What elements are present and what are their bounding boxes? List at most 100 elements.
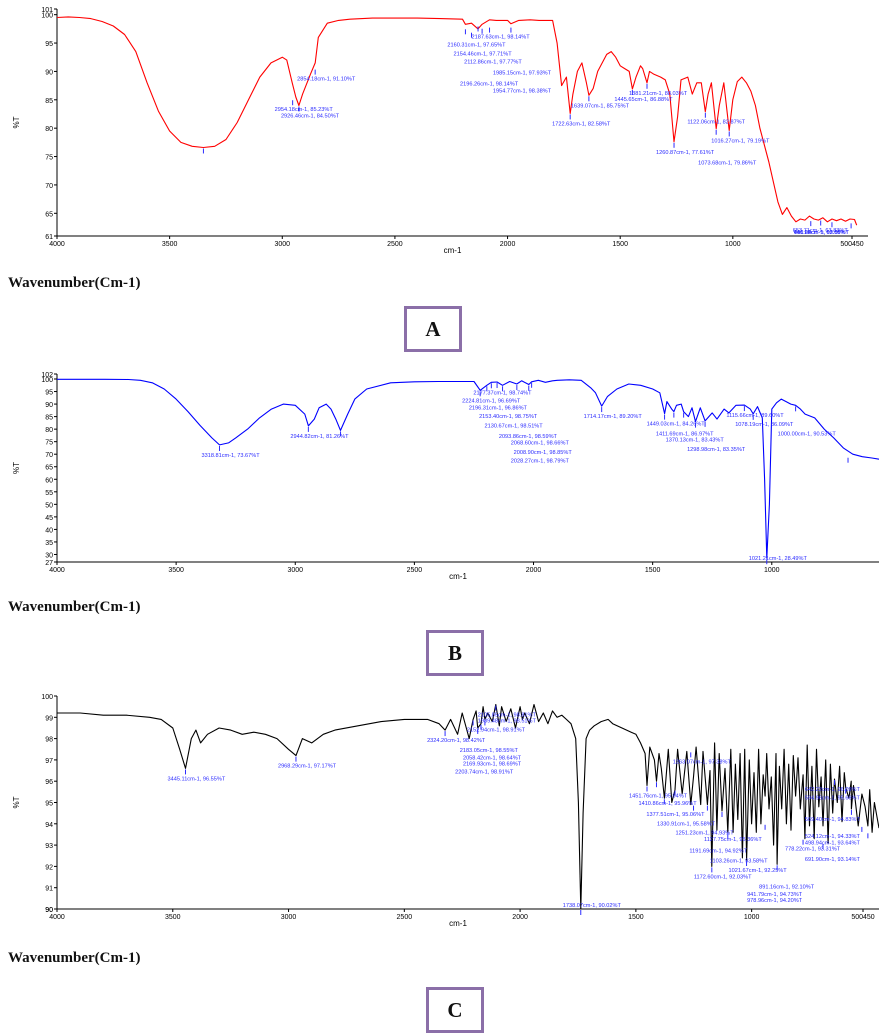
peak-annotation: 498.94cm-1, 93.64%T <box>805 840 861 846</box>
peak-annotation: 1115.66cm-1, 89.60%T <box>726 413 784 419</box>
x-tick-label: 4000 <box>49 567 65 574</box>
y-tick-label: 100 <box>41 13 53 20</box>
peak-annotation: 1377.51cm-1, 95.06%T <box>646 812 705 818</box>
y-tick-label: 80 <box>45 427 53 434</box>
peak-annotation: 1411.69cm-1, 86.97%T <box>656 432 714 438</box>
peak-annotation: 2196.31cm-1, 96.86%T <box>469 405 528 411</box>
y-tick-label: 75 <box>45 155 53 162</box>
peak-annotation: 2153.40cm-1, 98.75%T <box>479 414 538 420</box>
peak-annotation: 610.24cm-1, 62.09%T <box>794 230 850 236</box>
peak-annotation: 1078.19cm-1, 86.09%T <box>735 422 794 428</box>
peak-annotation: 2008.90cm-1, 98.85%T <box>514 450 573 456</box>
peak-annotation: 1381.21cm-1, 88.03%T <box>629 91 688 97</box>
x-tick-label: 2500 <box>407 567 423 574</box>
peak-annotation: 1445.65cm-1, 86.88%T <box>614 97 673 103</box>
peak-annotation: 740.68cm-1, 63.88%T <box>794 230 850 236</box>
peak-annotation: 1451.76cm-1, 95.94%T <box>629 793 688 799</box>
peak-annotation: 1263.07cm-1, 97.38%T <box>673 759 732 765</box>
y-tick-label: 61 <box>45 234 53 241</box>
peak-annotation: 1722.63cm-1, 82.58%T <box>552 121 611 127</box>
y-axis-label-c: %T <box>12 796 21 808</box>
y-axis-label-a: %T <box>12 116 21 128</box>
peak-annotation: 3445.11cm-1, 96.55%T <box>168 776 226 782</box>
x-tick-label: 500450 <box>851 914 874 921</box>
panel-letter-b-text: B <box>447 640 462 665</box>
x-tick-label: 4000 <box>49 241 65 248</box>
spectrum-panel-a: 61 65 70 75 80 85 90 95 100 101 4000 3500 3000 2500 20… <box>0 0 879 291</box>
y-tick-label: 85 <box>45 415 53 422</box>
peak-annotation: 1989.48cm-1, 98.51%T <box>478 719 537 725</box>
x-axis-label-a: cm-1 <box>444 246 462 255</box>
peak-annotation: 2130.67cm-1, 98.51%T <box>485 423 544 429</box>
y-tick-label: 80 <box>45 126 53 133</box>
y-tick-label: 70 <box>45 183 53 190</box>
peak-annotation: 691.90cm-1, 93.14%T <box>805 857 861 863</box>
peak-annotation: 1103.26cm-1, 93.58%T <box>710 858 768 864</box>
peak-annotation: 2954.18cm-1, 85.23%T <box>275 107 334 113</box>
x-tick-label: 2500 <box>387 241 403 248</box>
peak-annotation: 1714.17cm-1, 89.20%T <box>584 414 643 420</box>
peak-annotation: 1073.68cm-1, 79.86%T <box>698 161 757 167</box>
panel-letter-b: B <box>426 630 484 676</box>
peak-annotation: 2169.93cm-1, 98.69%T <box>463 762 522 768</box>
panel-letter-c-text: C <box>447 997 463 1022</box>
y-tick-label: 91 <box>45 886 53 893</box>
x-tick-label: 2500 <box>397 914 413 921</box>
x-tick-label: 2000 <box>512 914 528 921</box>
peak-annotation: 978.96cm-1, 94.20%T <box>747 898 803 904</box>
peak-annotation: 2105.85cm-1, 98.81%T <box>478 713 537 719</box>
x-tick-label: 3500 <box>165 914 181 921</box>
x-tick-label: 1000 <box>744 914 760 921</box>
y-tick-label: 96 <box>45 779 53 786</box>
peak-annotation: 1021.21cm-1, 28.49%T <box>749 556 808 562</box>
panel-letter-c: C <box>426 987 484 1033</box>
y-tick-label: 85 <box>45 98 53 105</box>
spectrum-panel-b: 27 30 35 40 45 50 55 60 65 70 75 80 85 90 95 100 102 4000… <box>0 365 879 625</box>
peak-annotation: 2196.26cm-1, 98.14%T <box>460 81 519 87</box>
peak-annotation: 1449.03cm-1, 84.26%T <box>647 422 706 428</box>
y-tick-label: 65 <box>45 211 53 218</box>
peak-annotation: 2068.60cm-1, 98.66%T <box>511 441 570 447</box>
x-tick-label: 3000 <box>281 914 297 921</box>
peak-annotation: 2854.18cm-1, 91.10%T <box>297 77 356 83</box>
peak-annotation: 1954.77cm-1, 98.38%T <box>493 89 552 95</box>
peak-annotation: 1016.27cm-1, 79.19%T <box>711 138 770 144</box>
peak-annotation: 2224.81cm-1, 96.69%T <box>462 398 521 404</box>
x-tick-label: 3500 <box>162 241 178 248</box>
spectrum-line-c <box>57 703 879 910</box>
y-tick-label: 100 <box>41 694 53 701</box>
peak-annotation: 1370.13cm-1, 83.43%T <box>666 438 725 444</box>
peak-annotation: 1298.98cm-1, 83.35%T <box>687 447 746 453</box>
wavenumber-caption-a: Wavenumber(Cm-1) <box>8 275 141 291</box>
x-tick-label: 1000 <box>764 567 780 574</box>
x-tick-label: 4000 <box>49 914 65 921</box>
peak-annotation: 1122.06cm-1, 82.87%T <box>687 120 745 126</box>
y-tick-label: 95 <box>45 41 53 48</box>
y-tick-label: 101 <box>41 7 53 14</box>
y-tick-label: 30 <box>45 552 53 559</box>
panel-letter-a: A <box>404 306 462 352</box>
y-tick-label: 90 <box>45 69 53 76</box>
x-tick-label: 2000 <box>500 241 516 248</box>
y-tick-label: 90 <box>45 402 53 409</box>
y-tick-label: 92 <box>45 864 53 871</box>
peak-annotation: 2160.31cm-1, 97.65%T <box>447 42 506 48</box>
y-tick-label: 50 <box>45 502 53 509</box>
y-tick-label: 95 <box>45 390 53 397</box>
peak-annotation: 2944.82cm-1, 81.26%T <box>290 434 349 440</box>
y-tick-label: 35 <box>45 540 53 547</box>
peak-annotation: 891.16cm-1, 92.10%T <box>759 884 815 890</box>
peak-annotation: 594.96cm-1, 95.66%T <box>805 796 861 802</box>
peak-annotation: 1191.69cm-1, 94.92%T <box>689 849 747 855</box>
y-tick-label: 70 <box>45 452 53 459</box>
x-tick-label: 3000 <box>274 241 290 248</box>
peak-annotation: 1260.87cm-1, 77.61%T <box>656 150 715 156</box>
peak-annotation: 524.12cm-1, 94.33%T <box>805 834 861 840</box>
spectrum-line-a <box>56 16 858 226</box>
spectrum-panel-c: 90 90 91 92 93 94 95 96 97 98 99 100 4000 3500 3000 250… <box>0 688 879 978</box>
peak-annotation: 2968.29cm-1, 97.17%T <box>278 764 337 770</box>
y-tick-label: 40 <box>45 527 53 534</box>
y-tick-label: 94 <box>45 822 53 829</box>
spectrum-line-b <box>57 378 879 559</box>
